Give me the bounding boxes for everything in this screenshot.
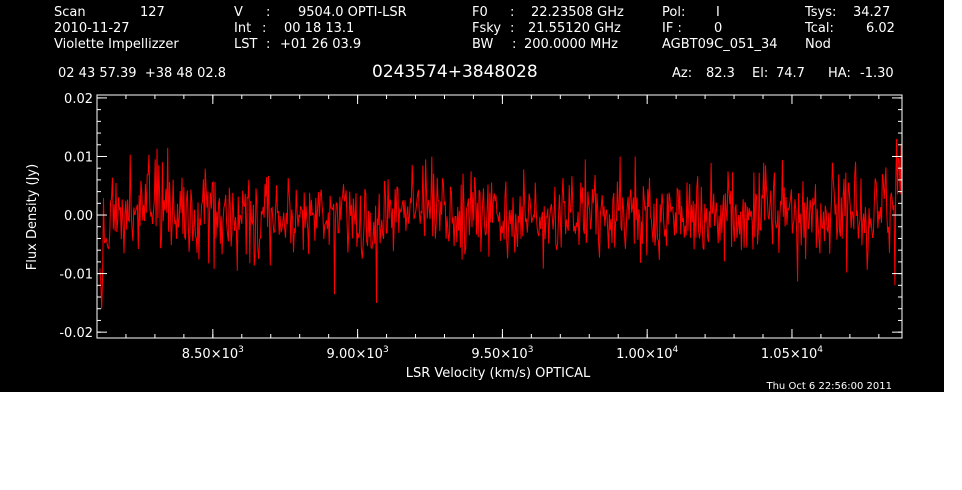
velocity-value: 9504.0 OPTI-LSR [298, 5, 407, 20]
bandwidth-colon: : [512, 37, 517, 52]
plot-axes: 8.50×103 9.00×103 9.50×103 1.00×104 1.05×104… [59, 92, 903, 362]
integration-label: Int [234, 21, 252, 36]
velocity-colon: : [266, 5, 271, 20]
bandwidth-value: 200.0000 MHz [524, 37, 618, 52]
sky-frequency-value: 21.55120 GHz [528, 21, 621, 36]
hour-angle-label: HA: [828, 66, 851, 81]
flux-density-trace [99, 138, 903, 309]
if-value: 0 [714, 21, 723, 36]
tcal-value: 6.02 [866, 21, 895, 36]
polarization-label: Pol: [662, 5, 686, 20]
x-axis-label: LSR Velocity (km/s) OPTICAL [406, 366, 591, 381]
azimuth-label: Az: [672, 66, 693, 81]
y-tick-label: 0.00 [64, 209, 93, 224]
plot-frame [96, 94, 903, 339]
sky-frequency-label: Fsky [472, 21, 502, 36]
x-tick-label: 1.05×104 [761, 345, 823, 362]
tcal-label: Tcal: [805, 21, 834, 36]
y-tick-label: 0.02 [64, 92, 93, 107]
scan-label: Scan [54, 5, 86, 20]
x-tick-label: 9.50×103 [471, 345, 533, 362]
y-tick-label: -0.01 [59, 268, 93, 283]
elevation-label: El: [752, 66, 769, 81]
hour-angle-value: -1.30 [860, 66, 894, 81]
y-tick-label: -0.02 [59, 326, 93, 341]
integration-colon: : [262, 21, 267, 36]
x-tick-label: 9.00×103 [327, 345, 389, 362]
x-tick-label: 8.50×103 [182, 345, 244, 362]
sky-frequency-colon: : [510, 21, 515, 36]
observation-date: 2010-11-27 [54, 21, 130, 36]
source-name: 0243574+3848028 [372, 62, 538, 82]
spectrum-panel: Scan 127 2010-11-27 Violette Impellizzer… [0, 0, 944, 392]
if-label: IF : [662, 21, 682, 36]
switching-mode: Nod [805, 37, 831, 52]
integration-value: 00 18 13.1 [284, 21, 355, 36]
project-id: AGBT09C_051_34 [662, 37, 778, 52]
y-tick-label: 0.01 [64, 150, 93, 165]
scan-value: 127 [140, 5, 165, 20]
source-coordinates: 02 43 57.39 +38 48 02.8 [58, 66, 227, 81]
lst-value: +01 26 03.9 [280, 37, 362, 52]
azimuth-value: 82.3 [706, 66, 735, 81]
spectrum-plot: 8.50×103 9.00×103 9.50×103 1.00×104 1.05×104… [25, 92, 903, 392]
lst-label: LST [234, 37, 258, 52]
elevation-value: 74.7 [776, 66, 805, 81]
bandwidth-label: BW [472, 37, 494, 52]
y-axis-label: Flux Density (Jy) [25, 164, 40, 270]
velocity-label: V [234, 5, 243, 20]
polarization-value: I [716, 5, 720, 20]
rest-frequency-label: F0 [472, 5, 488, 20]
tsys-label: Tsys: [805, 5, 837, 20]
x-tick-label: 1.00×104 [616, 345, 678, 362]
observer-name: Violette Impellizzer [54, 37, 179, 52]
tsys-value: 34.27 [853, 5, 891, 20]
rest-frequency-colon: : [510, 5, 515, 20]
rest-frequency-value: 22.23508 GHz [531, 5, 624, 20]
plot-timestamp: Thu Oct 6 22:56:00 2011 [765, 381, 892, 392]
lst-colon: : [266, 37, 271, 52]
